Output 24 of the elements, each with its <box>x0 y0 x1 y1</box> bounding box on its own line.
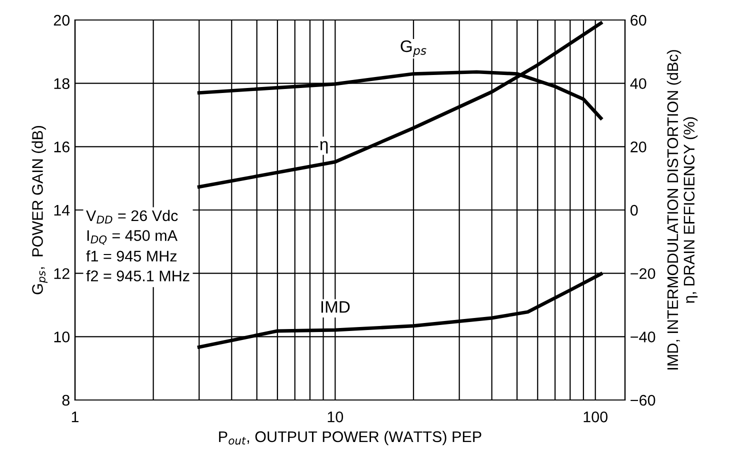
y-tick-label: 18 <box>54 78 70 90</box>
y2-tick-label: 60 <box>630 14 646 26</box>
y2-tick-label: 40 <box>630 78 646 90</box>
y2-axis-title: IMD, INTERMODULATION DISTORTION (dBc) η, DRAIN EFFICIENCY (%) <box>666 50 698 370</box>
y-tick-label: 10 <box>54 332 70 342</box>
y-tick-label: 14 <box>54 205 70 216</box>
y2-tick-label: −60 <box>630 394 656 406</box>
series-label: η <box>320 141 328 154</box>
y2-tick-label: −40 <box>630 332 656 342</box>
text: V$_{DD}$ = 26 Vdc I$_{DQ}$ = 450 mA f1 = 945 MHz f2 = 945.1 MHz <box>86 210 190 282</box>
y-axis-title: G$_{ps}$, POWER GAIN (dB) <box>32 126 48 294</box>
y-tick-label: 20 <box>54 14 70 26</box>
series-label: IMD <box>321 301 350 313</box>
y2-tick-label: −20 <box>630 268 656 280</box>
y-tick-label: 16 <box>54 142 70 152</box>
y-tick-label: 12 <box>54 268 70 279</box>
series-label: G$_{ps}$ <box>400 40 426 58</box>
x-tick-label: 1 <box>72 412 79 422</box>
y-tick-label: 8 <box>62 394 70 406</box>
y2-tick-label: 20 <box>630 142 646 152</box>
x-tick-label: 100 <box>584 412 608 422</box>
y2-tick-label: 0 <box>630 204 638 216</box>
x-axis-title: P$_{out}$, OUTPUT POWER (WATTS) PEP <box>219 430 482 446</box>
x-tick-label: 10 <box>328 412 344 422</box>
